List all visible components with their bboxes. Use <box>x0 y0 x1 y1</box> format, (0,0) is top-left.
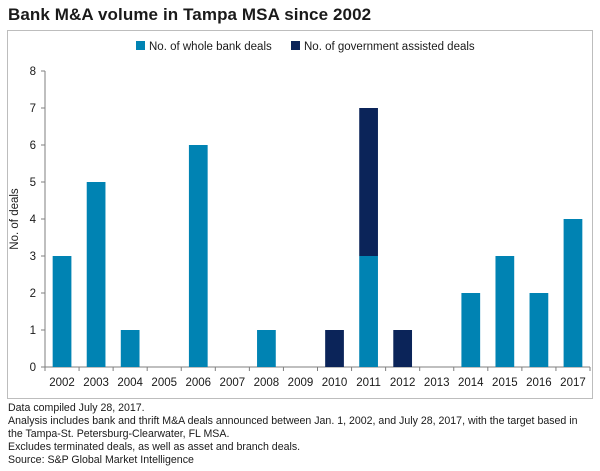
legend-swatch-whole-bank <box>136 41 145 50</box>
bar-whole-bank-2004 <box>120 330 140 367</box>
x-tick-label: 2008 <box>254 377 280 389</box>
bar-whole-bank-2011 <box>359 256 378 367</box>
bar-government-assisted-2010 <box>325 330 344 367</box>
plot-area: 0 1 2 3 4 5 6 7 8 2002 2003 2004 2005 2006 2007 2008 200… <box>30 66 591 389</box>
y-tick-label: 0 <box>30 362 36 374</box>
legend-swatch-government-assisted <box>291 41 300 50</box>
bar-whole-bank-2003 <box>86 182 106 367</box>
y-tick-label: 4 <box>30 214 37 226</box>
y-tick-label: 3 <box>30 251 36 263</box>
note-line: the Tampa-St. Petersburg-Clearwater, FL … <box>8 428 230 440</box>
note-line: Data compiled July 28, 2017. <box>8 402 145 414</box>
chart-title: Bank M&A volume in Tampa MSA since 2002 <box>8 5 372 24</box>
bar-whole-bank-2017 <box>563 219 583 367</box>
x-tick-label: 2014 <box>458 377 484 389</box>
note-line: Analysis includes bank and thrift M&A de… <box>8 415 578 427</box>
x-tick-label: 2005 <box>151 377 177 389</box>
chart-frame <box>7 30 593 399</box>
x-tick-label: 2012 <box>390 377 416 389</box>
bar-whole-bank-2014 <box>461 293 481 367</box>
y-tick-label: 2 <box>30 288 36 300</box>
bar-government-assisted-2012 <box>393 330 413 367</box>
bar-chart: No. of whole bank deals No. of governmen… <box>9 41 591 389</box>
y-tick-label: 8 <box>30 66 36 78</box>
y-tick-label: 6 <box>30 140 36 152</box>
bar-whole-bank-2016 <box>529 293 549 367</box>
bar-whole-bank-2015 <box>495 256 515 367</box>
note-line: Source: S&P Global Market Intelligence <box>8 454 194 466</box>
y-tick-label: 7 <box>30 103 36 115</box>
y-axis-title: No. of deals <box>9 188 21 250</box>
bar-whole-bank-2006 <box>188 145 208 367</box>
x-tick-label: 2002 <box>49 377 75 389</box>
x-tick-label: 2011 <box>356 377 381 389</box>
y-tick-label: 1 <box>30 325 36 337</box>
x-tick-label: 2010 <box>322 377 348 389</box>
x-tick-label: 2009 <box>288 377 314 389</box>
legend-label-government-assisted: No. of government assisted deals <box>304 41 475 53</box>
x-tick-label: 2013 <box>424 377 450 389</box>
legend-label-whole-bank: No. of whole bank deals <box>149 41 272 53</box>
x-tick-label: 2004 <box>117 377 143 389</box>
note-line: Excludes terminated deals, as well as as… <box>8 441 301 453</box>
x-tick-label: 2016 <box>526 377 552 389</box>
x-tick-label: 2006 <box>185 377 211 389</box>
bar-whole-bank-2008 <box>257 330 276 367</box>
bar-whole-bank-2002 <box>52 256 72 367</box>
x-tick-label: 2007 <box>220 377 246 389</box>
y-tick-label: 5 <box>30 177 36 189</box>
x-tick-label: 2017 <box>560 377 586 389</box>
x-tick-label: 2015 <box>492 377 518 389</box>
chart-notes: Data compiled July 28, 2017. Analysis in… <box>8 402 596 467</box>
chart-legend: No. of whole bank deals No. of governmen… <box>136 41 475 53</box>
x-tick-label: 2003 <box>83 377 109 389</box>
bar-government-assisted-2011 <box>359 108 378 256</box>
